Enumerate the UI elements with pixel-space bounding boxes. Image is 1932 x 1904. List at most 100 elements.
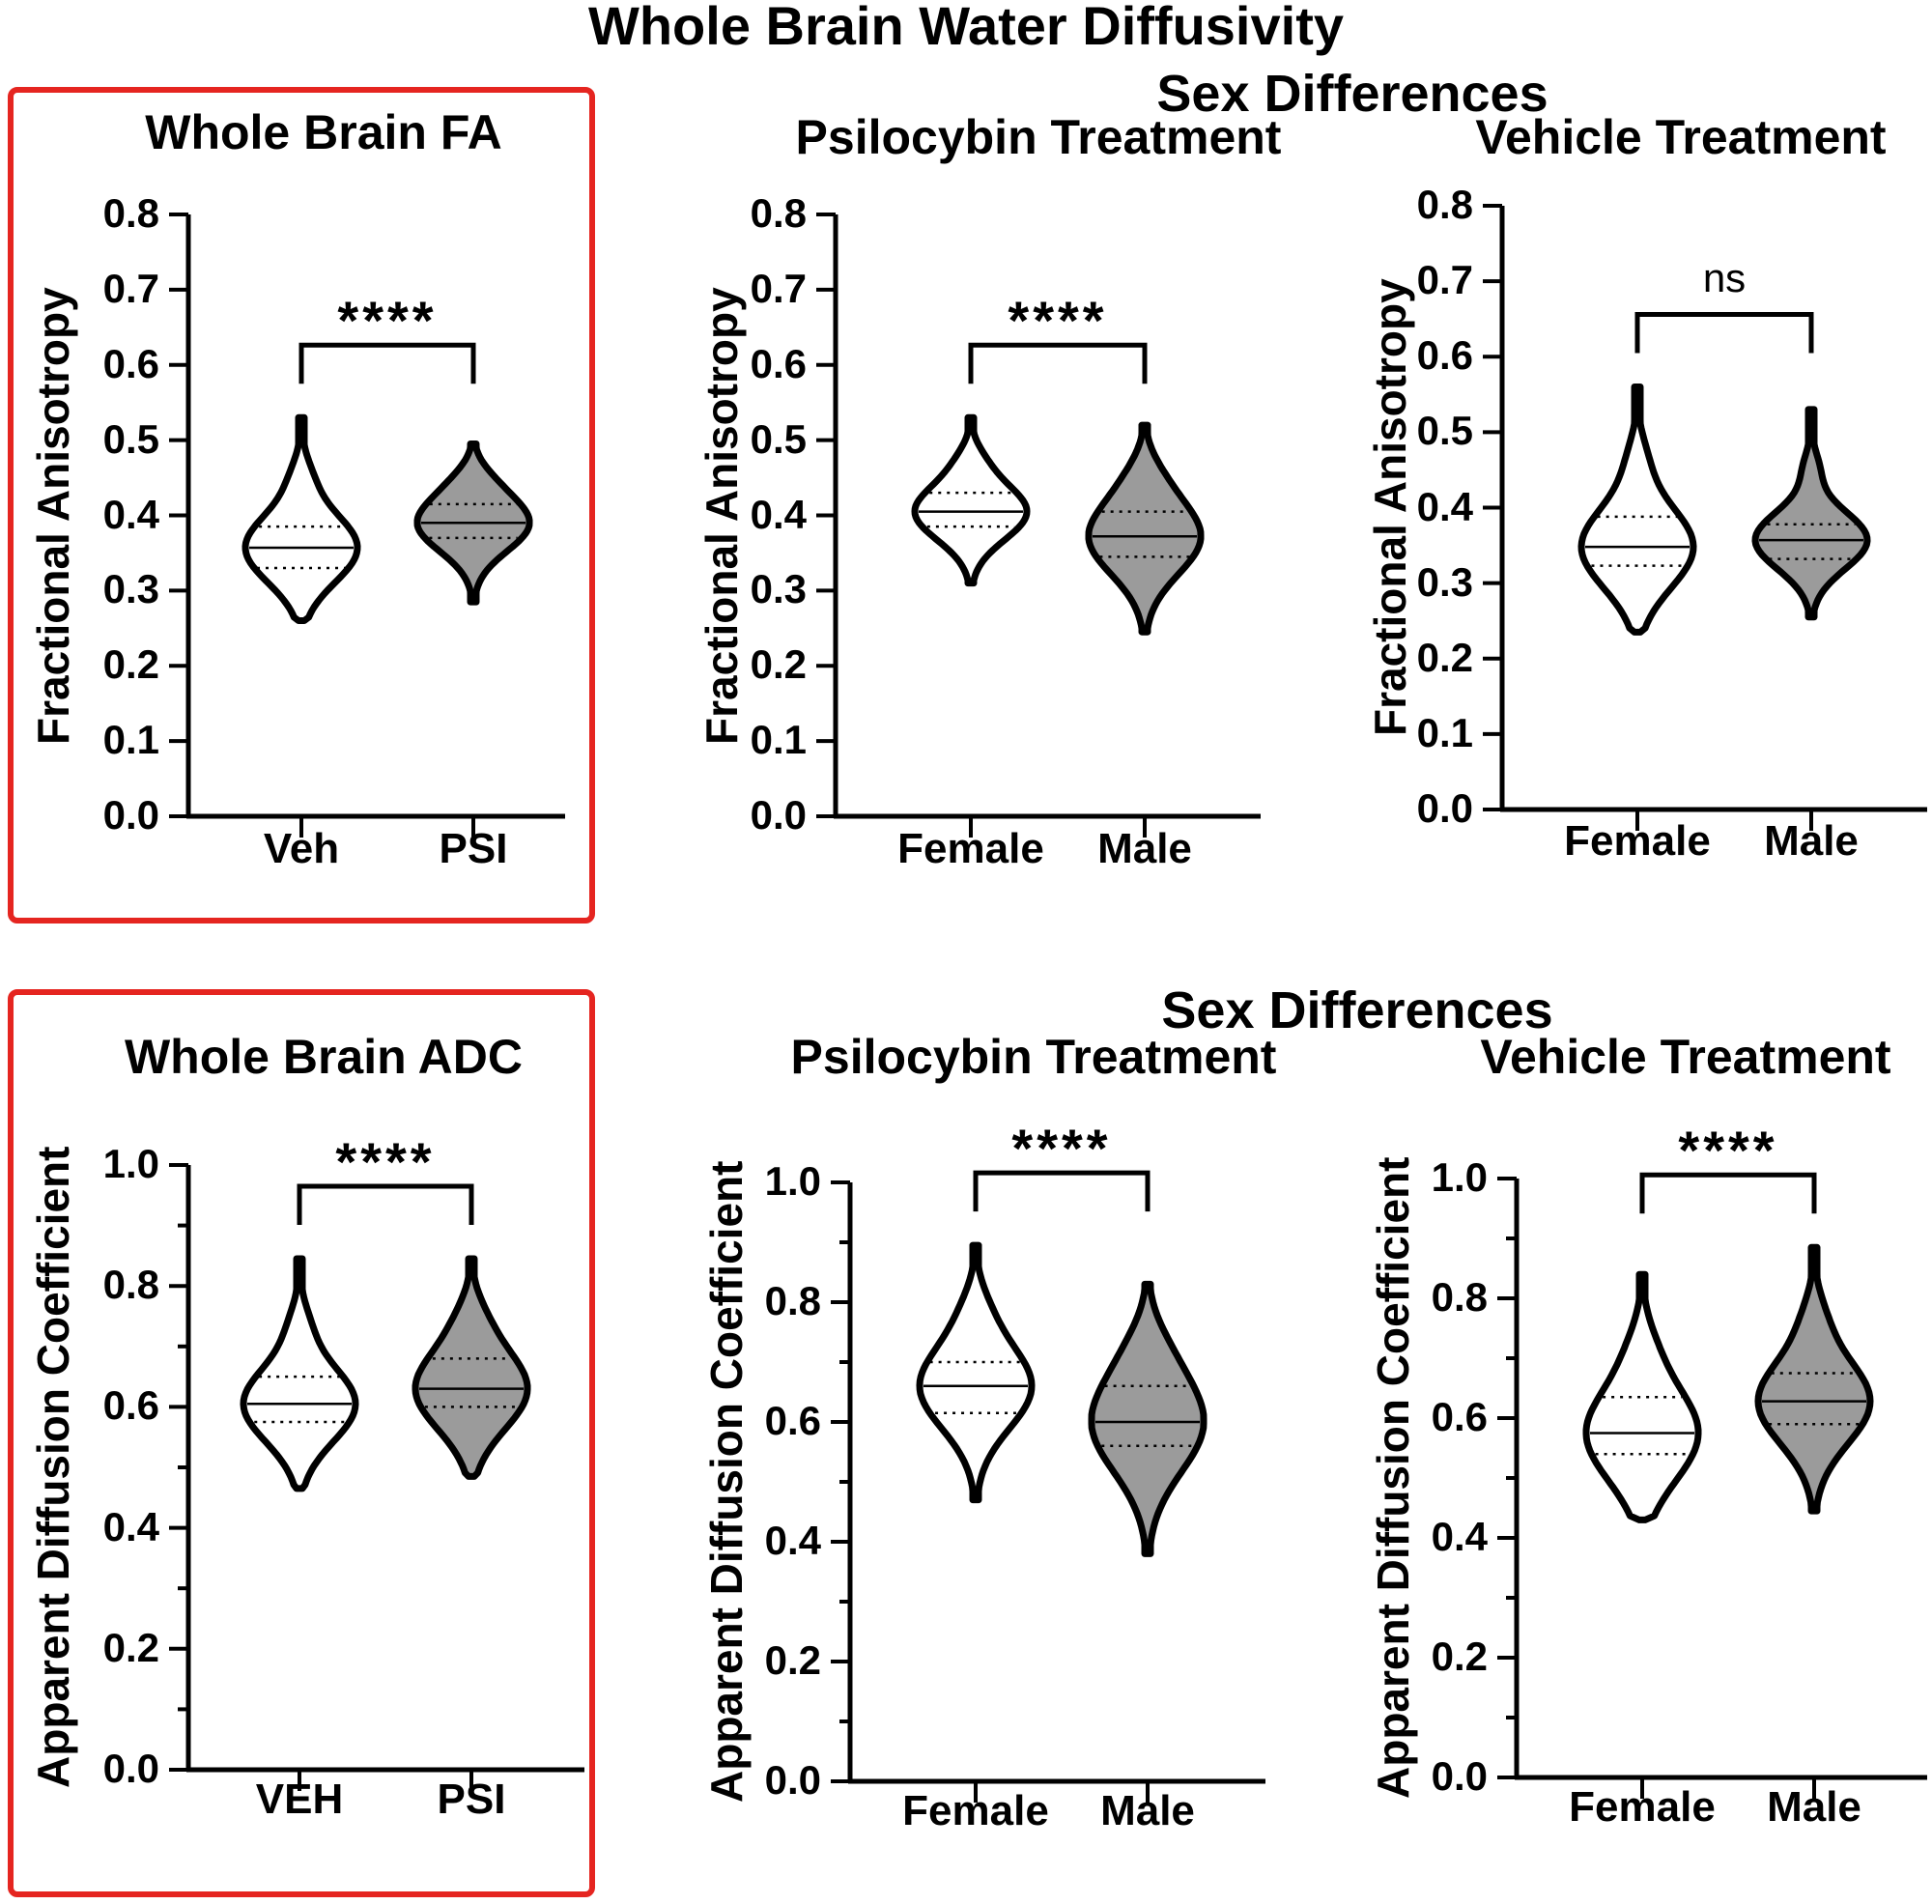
y-tick-label: 0.4 (1416, 483, 1473, 529)
chart-title: Psilocybin Treatment (790, 1030, 1277, 1084)
x-tick-label: Male (1097, 825, 1192, 872)
y-axis-label: Apparent Diffusion Coefficient (28, 1146, 78, 1788)
violin-female (1582, 1270, 1702, 1523)
x-tick-label: Male (1767, 1783, 1861, 1831)
y-tick-label: 1.0 (764, 1158, 821, 1204)
y-tick-label: 0.6 (1431, 1394, 1488, 1439)
y-tick-label: 0.4 (1431, 1514, 1488, 1559)
y-tick-label: 0.3 (102, 566, 159, 612)
y-tick-label: 0.7 (1416, 257, 1473, 303)
figure-title: Whole Brain Water Diffusivity (587, 0, 1344, 56)
y-tick-label: 0.6 (764, 1398, 821, 1443)
y-tick-label: 0.1 (750, 717, 807, 763)
y-tick-label: 0.0 (102, 792, 159, 838)
chart-fa_psi_sex (816, 213, 1261, 838)
chart-adc_psi_sex (831, 1170, 1265, 1803)
highlight-box-fa (8, 87, 595, 924)
y-tick-label: 0.4 (102, 491, 159, 537)
significance-bracket (973, 1170, 1151, 1212)
significance-bracket (1634, 312, 1814, 354)
violin-psi (412, 1255, 531, 1480)
y-tick-label: 0.7 (102, 265, 159, 311)
y-tick-label: 0.8 (764, 1278, 821, 1323)
chart-adc_whole (169, 1163, 584, 1791)
y-tick-label: 0.2 (1416, 634, 1473, 680)
violin-female (911, 413, 1031, 587)
violin-male (1751, 406, 1871, 621)
y-tick-label: 0.0 (764, 1757, 821, 1803)
x-tick-label: PSI (439, 825, 508, 872)
chart-title: Whole Brain ADC (124, 1030, 524, 1084)
violin-female (916, 1241, 1036, 1504)
y-tick-label: 0.7 (750, 265, 807, 311)
y-tick-label: 0.4 (764, 1518, 821, 1563)
y-tick-label: 0.5 (1416, 408, 1473, 454)
violin-male (1088, 1280, 1208, 1557)
y-tick-label: 0.6 (102, 340, 159, 386)
y-tick-label: 0.4 (102, 1503, 159, 1549)
y-tick-label: 0.1 (102, 717, 159, 763)
y-axis-label: Apparent Diffusion Coefficient (1368, 1156, 1418, 1799)
violin-male (1754, 1243, 1874, 1515)
y-tick-label: 0.8 (750, 190, 807, 236)
chart-adc_veh_sex (1497, 1172, 1927, 1799)
x-tick-label: Veh (263, 825, 340, 872)
y-tick-label: 0.0 (102, 1746, 159, 1791)
y-tick-label: 0.5 (102, 415, 159, 462)
significance-label: **** (1678, 1120, 1778, 1181)
significance-bracket (968, 342, 1148, 384)
significance-bracket (1639, 1172, 1817, 1214)
y-tick-label: 0.6 (1416, 332, 1473, 379)
significance-label: **** (1011, 1118, 1112, 1179)
y-tick-label: 0.1 (1416, 709, 1473, 755)
chart-title: Vehicle Treatment (1475, 110, 1887, 164)
chart-title: Whole Brain FA (145, 105, 502, 159)
y-tick-label: 1.0 (1431, 1154, 1488, 1200)
x-tick-label: VEH (255, 1776, 344, 1823)
y-tick-label: 0.4 (750, 491, 807, 537)
y-tick-label: 0.2 (1431, 1634, 1488, 1679)
chart-fa_whole (169, 213, 565, 838)
y-tick-label: 0.3 (1416, 558, 1473, 605)
y-tick-label: 0.2 (764, 1637, 821, 1683)
x-tick-label: Female (897, 825, 1044, 872)
chart-title: Vehicle Treatment (1480, 1030, 1891, 1084)
y-tick-label: 0.8 (1431, 1274, 1488, 1320)
y-axis-label: Apparent Diffusion Coefficient (701, 1160, 752, 1803)
top-group-title: Sex Differences (1156, 65, 1548, 123)
y-tick-label: 0.0 (1416, 785, 1473, 831)
significance-label: ns (1702, 254, 1747, 300)
chart-title: Psilocybin Treatment (795, 110, 1282, 164)
y-tick-label: 0.2 (102, 1624, 159, 1670)
significance-bracket (297, 1183, 474, 1226)
significance-bracket (298, 342, 476, 384)
x-tick-label: Male (1100, 1787, 1195, 1834)
significance-label: **** (335, 1131, 436, 1193)
x-tick-label: PSI (437, 1776, 506, 1823)
highlight-box-adc (8, 989, 595, 1897)
x-tick-label: Female (1569, 1783, 1716, 1831)
y-tick-label: 0.2 (750, 641, 807, 688)
y-tick-label: 0.6 (102, 1382, 159, 1429)
violin-veh (242, 413, 361, 624)
y-tick-label: 0.8 (102, 190, 159, 236)
y-tick-label: 0.8 (102, 1262, 159, 1308)
y-tick-label: 0.5 (750, 415, 807, 462)
y-tick-label: 1.0 (102, 1141, 159, 1186)
violin-male (1085, 421, 1205, 636)
y-tick-label: 0.0 (1431, 1753, 1488, 1799)
significance-label: **** (1008, 290, 1108, 352)
x-tick-label: Female (902, 1787, 1049, 1834)
violin-female (1577, 384, 1697, 636)
violin-veh (240, 1255, 359, 1492)
y-tick-label: 0.6 (750, 340, 807, 386)
chart-fa_veh_sex (1483, 204, 1927, 831)
y-tick-label: 0.3 (750, 566, 807, 612)
y-tick-label: 0.8 (1416, 182, 1473, 227)
x-tick-label: Female (1564, 817, 1711, 865)
significance-label: **** (337, 290, 438, 352)
y-tick-label: 0.0 (750, 792, 807, 838)
x-tick-label: Male (1764, 817, 1859, 865)
bottom-group-title: Sex Differences (1161, 981, 1553, 1039)
